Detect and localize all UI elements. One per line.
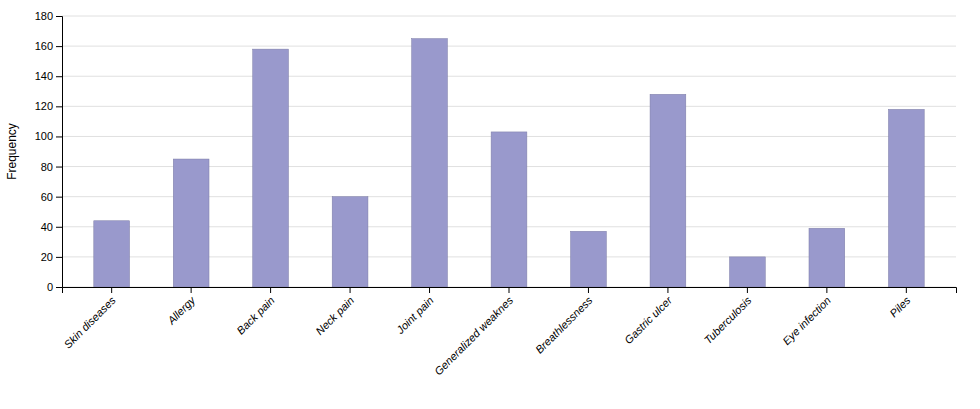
x-tick: Allergy [164,287,198,327]
y-tick-mark [56,136,62,137]
y-tick: 0 [47,281,62,293]
bar [332,197,368,287]
x-tick-label: Joint pain [393,294,435,336]
x-tick-label: Tuberculosis [702,294,754,346]
y-tick-mark [56,76,62,77]
y-axis: 0 20 40 60 80 100 120 140 160 180 [35,10,63,293]
bar [730,257,766,287]
x-tick-label: Eye infection [780,294,833,347]
grid-line [62,46,956,47]
x-tick: Skin diseases [61,287,118,351]
bar [491,132,527,287]
x-axis-line [63,288,957,294]
x-tick-mark [111,287,112,293]
y-tick-mark [56,257,62,258]
y-tick-mark [56,106,62,107]
x-tick-mark [906,287,907,293]
x-tick: Breathlessness [533,287,595,356]
y-tick-label: 80 [41,161,53,173]
x-tick-label: Neck pain [313,294,356,337]
y-tick: 40 [41,221,62,233]
y-tick-label: 120 [35,100,53,112]
bar [888,109,924,287]
y-tick-mark [56,287,62,288]
y-tick: 180 [35,10,62,22]
x-tick-mark [826,287,827,293]
x-tick: Piles [887,287,913,319]
bar [650,94,686,287]
grid-line [62,106,956,107]
y-tick: 120 [35,100,62,112]
grid-line [62,76,956,77]
y-tick: 140 [35,70,62,82]
x-tick-mark [270,287,271,293]
x-tick: Joint pain [393,287,435,337]
x-tick-label: Back pain [234,294,277,337]
y-tick-label: 60 [41,191,53,203]
x-tick-label: Breathlessness [533,294,595,356]
chart: 0 20 40 60 80 100 120 140 160 180 Skin diseases All… [0,0,980,409]
x-tick-label: Skin diseases [61,294,118,351]
x-axis: Skin diseases Allergy Back pain Neck pain Jo… [61,287,956,377]
x-tick-mark [350,287,351,293]
y-tick-mark [56,227,62,228]
x-tick-label: Allergy [164,293,198,327]
y-tick-label: 160 [35,40,53,52]
y-tick-label: 180 [35,10,53,22]
bar [412,39,448,287]
grid [62,16,956,287]
x-tick-mark [588,287,589,293]
y-tick-label: 20 [41,251,53,263]
y-tick: 160 [35,40,62,52]
y-tick-label: 100 [35,130,53,142]
y-tick-label: 0 [47,281,53,293]
y-axis-title: Frequency [5,123,19,180]
bar [809,228,845,287]
y-tick: 20 [41,251,62,263]
chart-container: 0 20 40 60 80 100 120 140 160 180 Skin diseases All… [0,0,980,409]
y-tick-mark [56,46,62,47]
x-tick: Gastric ulcer [622,287,675,346]
bar [571,231,607,287]
x-tick-mark [667,287,668,293]
x-tick: Back pain [234,287,277,337]
x-tick-label: Generalized weaknes [432,294,516,378]
y-tick: 100 [35,130,62,142]
y-tick-mark [56,167,62,168]
x-tick: Tuberculosis [702,287,754,346]
x-tick-label: Piles [887,294,913,320]
x-tick-mark [747,287,748,293]
bars [94,39,924,287]
x-tick-mark [191,287,192,293]
y-tick-mark [56,16,62,17]
y-tick: 60 [41,191,62,203]
y-tick-label: 40 [41,221,53,233]
y-axis-line [56,17,63,288]
grid-line [62,16,956,17]
plot-area: 0 20 40 60 80 100 120 140 160 180 Skin diseases All… [5,10,957,377]
x-tick: Neck pain [313,287,356,337]
bar [173,159,209,287]
x-tick: Eye infection [780,287,833,347]
x-tick-mark [429,287,430,293]
y-tick-label: 140 [35,70,53,82]
bar [94,221,130,287]
x-tick: Generalized weaknes [432,287,516,377]
bar [253,49,289,287]
y-tick-mark [56,197,62,198]
x-tick-mark [509,287,510,293]
x-tick-label: Gastric ulcer [622,293,675,346]
y-tick: 80 [41,161,62,173]
